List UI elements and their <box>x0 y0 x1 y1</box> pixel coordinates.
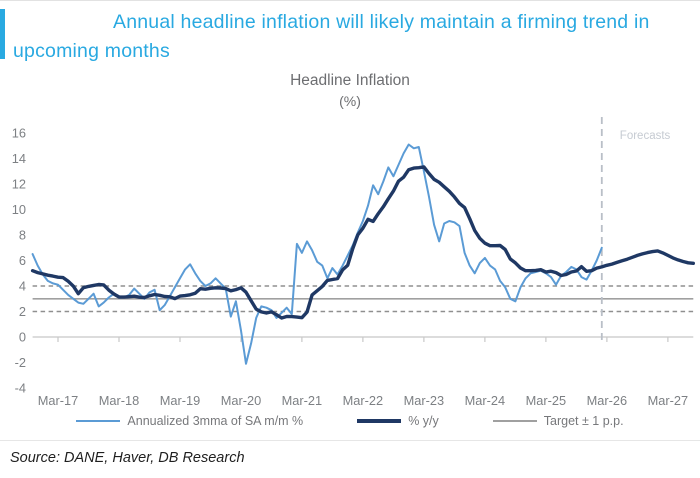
x-axis-label: Mar-24 <box>465 393 506 408</box>
x-axis-label: Mar-19 <box>160 393 201 408</box>
legend-line-swatch-target <box>492 420 537 422</box>
forecast-label: Forecasts <box>620 130 671 142</box>
inflation-chart: Mar-17 Mar-18 Mar-19 Mar-20 Mar-21 Mar-22 Mar-… <box>12 117 695 408</box>
x-axis-label: Mar-23 <box>404 393 445 408</box>
series-line-yoy <box>30 165 695 320</box>
x-axis-label: Mar-25 <box>526 393 567 408</box>
source-text: Source: DANE, Haver, DB Research <box>10 450 245 466</box>
legend-label: Target ± 1 p.p. <box>543 414 624 428</box>
legend-label: % y/y <box>408 414 439 428</box>
chart-title: Headline Inflation <box>290 72 410 89</box>
x-axis-label: Mar-17 <box>38 393 79 408</box>
y-axis-label: 16 <box>12 126 26 141</box>
y-axis-label: 4 <box>19 279 26 294</box>
figure-heading: Annual headline inflation will likely ma… <box>0 1 700 68</box>
x-axis-label: Mar-27 <box>648 393 689 408</box>
y-axis-label: 0 <box>19 330 26 345</box>
heading-accent-bar <box>0 9 5 59</box>
source-row: Source: DANE, Haver, DB Research <box>0 440 700 467</box>
x-axis-label: Mar-21 <box>282 393 323 408</box>
legend-item-target: Target ± 1 p.p. <box>492 414 624 428</box>
y-axis-label: 8 <box>19 228 26 243</box>
chart-legend: Annualized 3mma of SA m/m % % y/y Target… <box>0 409 700 433</box>
page-title: Annual headline inflation will likely ma… <box>13 11 650 62</box>
legend-item-yoy: % y/y <box>357 414 439 428</box>
y-axis-label: 2 <box>19 304 26 319</box>
y-axis-label: 10 <box>12 202 26 217</box>
y-axis-label: 12 <box>12 177 26 192</box>
x-axis-label: Mar-20 <box>221 393 262 408</box>
legend-label: Annualized 3mma of SA m/m % <box>127 414 304 428</box>
y-axis-label: -2 <box>15 355 26 370</box>
series-line-annualized <box>31 143 603 365</box>
y-axis-label: 14 <box>12 151 26 166</box>
y-axis-label: 6 <box>19 253 26 268</box>
y-axis-label: -4 <box>15 381 26 396</box>
chart-unit-label: (%) <box>339 93 361 109</box>
legend-line-swatch-yoy <box>357 419 402 423</box>
x-axis-label: Mar-26 <box>587 393 628 408</box>
legend-line-swatch-annualized <box>76 420 121 422</box>
legend-item-annualized: Annualized 3mma of SA m/m % <box>76 414 303 428</box>
x-axis-label: Mar-18 <box>99 393 140 408</box>
x-axis-label: Mar-22 <box>343 393 384 408</box>
